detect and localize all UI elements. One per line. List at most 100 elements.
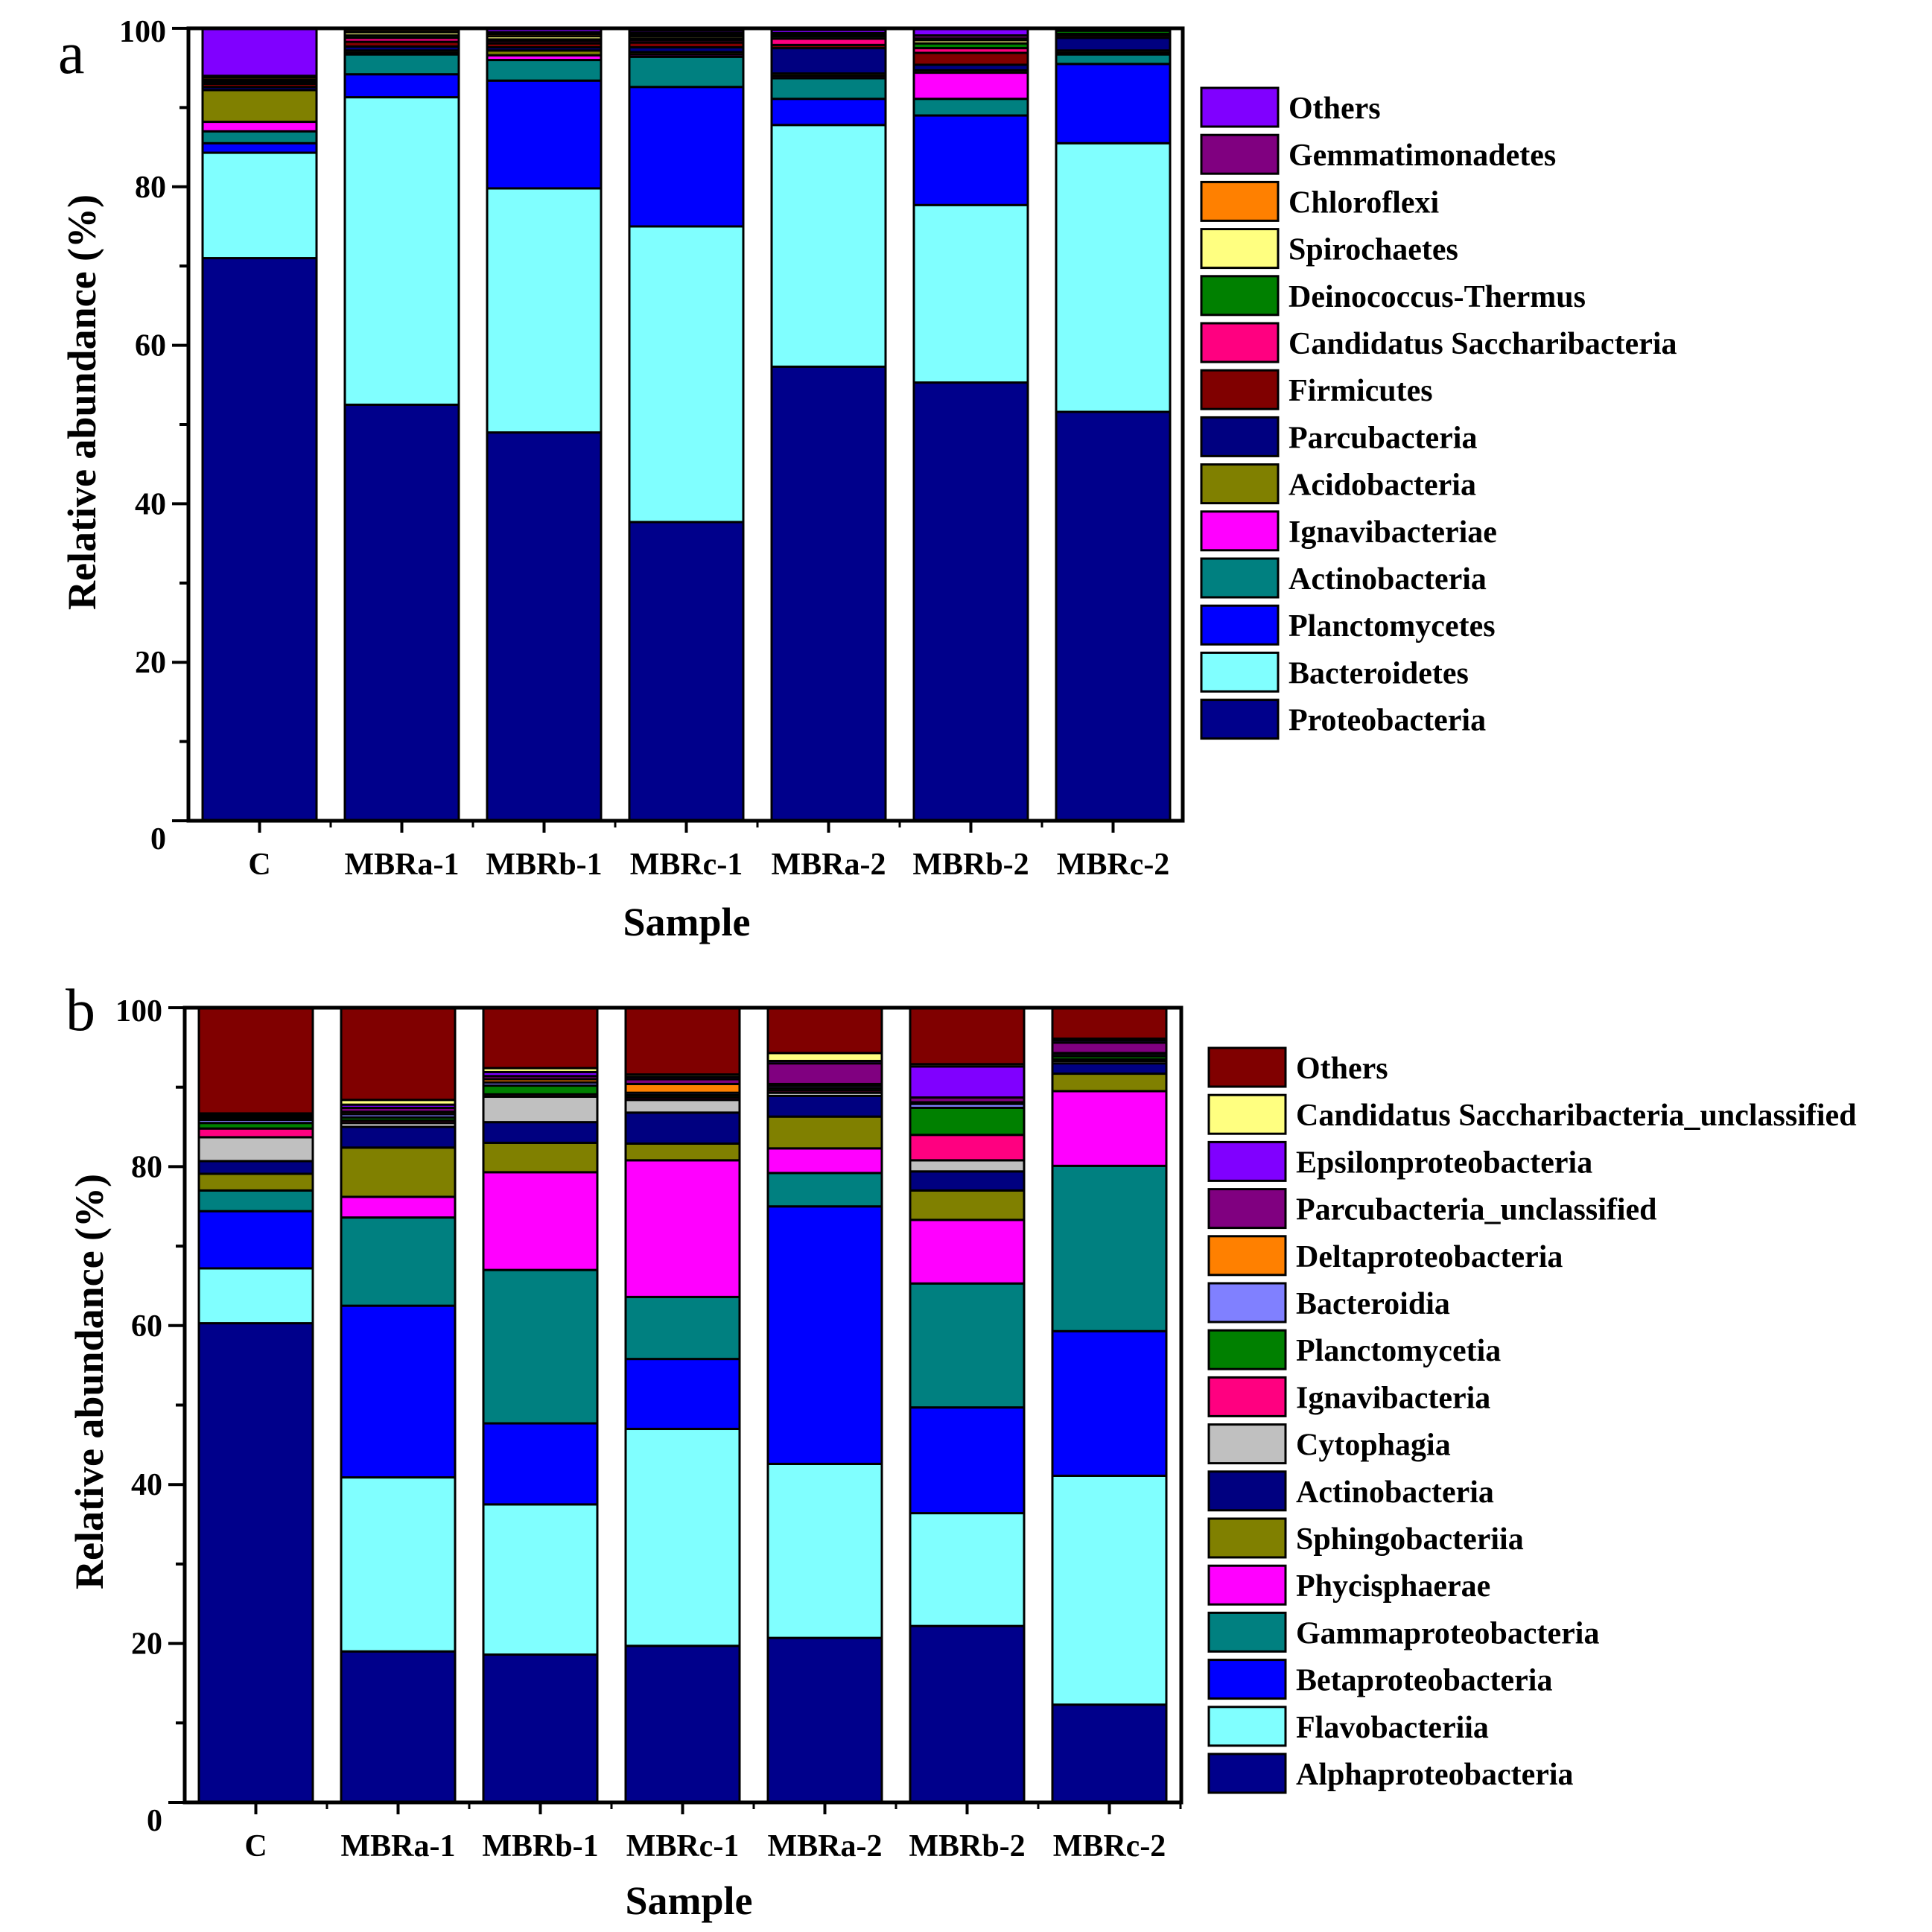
panel-b-bar-mbrc-2-parcubacteria-unclassified [1051, 1041, 1168, 1055]
panel-b-legend-swatch-alphaproteobacteria [1207, 1753, 1287, 1794]
panel-b-legend-swatch-ignavibacteria [1207, 1376, 1287, 1417]
panel-a-bar-c-ignavibacteriae [201, 121, 318, 133]
panel-a-bar-mbrb-1-actinobacteria [486, 59, 603, 82]
panel-a-legend-label: Firmicutes [1288, 374, 1433, 408]
panel-b-bar-mbrb-1-planctomycetia [482, 1084, 599, 1096]
panel-b-legend-swatch-candidatus-saccharibacteria-unclassified [1207, 1093, 1287, 1135]
panel-b-x-tick-label: MBRb-2 [909, 1829, 1025, 1863]
panel-b-legend-label: Epsilonproteobacteria [1296, 1145, 1592, 1180]
panel-b-bar-mbra-2-flavobacteriia [766, 1462, 883, 1639]
panel-a-x-axis-title: Sample [623, 900, 750, 944]
panel-b-bar-mbrc-2-alphaproteobacteria [1051, 1703, 1168, 1804]
panel-b-legend-label: Gammaproteobacteria [1296, 1616, 1599, 1650]
panel-b-bar-mbrb-1-others [482, 1006, 599, 1070]
panel-a-y-axis-title: Relative abundance (%) [60, 194, 104, 610]
panel-a-legend-label: Bacteroidetes [1288, 656, 1469, 690]
panel-b-legend-label: Parcubacteria_unclassified [1296, 1193, 1657, 1227]
panel-b-legend-swatch-betaproteobacteria [1207, 1659, 1287, 1700]
panel-b-bar-mbrc-1-gammaproteobacteria [624, 1295, 741, 1361]
panel-a-legend-swatch-ignavibacteriae [1200, 510, 1280, 552]
panel-b-bar-mbrb-2-betaproteobacteria [909, 1406, 1026, 1515]
panel-a-legend-swatch-deinococcus-thermus [1200, 275, 1280, 317]
panel-b-bar-c-alphaproteobacteria [197, 1322, 314, 1804]
panel-a-legend-label: Parcubacteria [1288, 421, 1477, 455]
panel-b-legend-swatch-deltaproteobacteria [1207, 1235, 1287, 1277]
panel-b-legend-label: Deltaproteobacteria [1296, 1240, 1563, 1274]
panel-a-plot: C MBRa-1 MBRb-1 MBRc-1 MBRa-2 MBRb-2 MBRc-2 0 20… [119, 15, 1185, 882]
panel-a-bar-mbrc-1-proteobacteria [628, 521, 745, 822]
panel-b-bar-mbrc-1-others [624, 1006, 741, 1076]
panel-a-x-tick-label: C [248, 848, 270, 882]
panel-a-x-tick-label: MBRc-2 [1057, 848, 1170, 882]
panel-b-legend-label: Actinobacteria [1296, 1475, 1494, 1510]
panel-b-y-axis-title: Relative abundance (%) [67, 1174, 112, 1589]
panel-a-y-tick-label: 40 [135, 487, 166, 521]
panel-b-legend: Others Candidatus Saccharibacteria_unclas… [1207, 1046, 1857, 1794]
panel-a-bar-c-proteobacteria [201, 257, 318, 822]
panel-b-bar-mbrc-1-actinobacteria [624, 1111, 741, 1145]
panel-b-bar-mbrb-1-alphaproteobacteria [482, 1653, 599, 1804]
panel-b-legend-swatch-flavobacteriia [1207, 1706, 1287, 1747]
panel-a-legend-label: Planctomycetes [1288, 609, 1496, 644]
panel-b-legend-swatch-gammaproteobacteria [1207, 1611, 1287, 1653]
panel-a-legend-label: Actinobacteria [1288, 562, 1487, 597]
panel-b-bar-mbrb-1-flavobacteriia [482, 1503, 599, 1656]
panel-b-bar-mbrc-1-phycisphaerae [624, 1159, 741, 1298]
panel-b-bar-mbrc-2-others [1051, 1006, 1168, 1040]
panel-a-bar-c-actinobacteria [201, 130, 318, 144]
panel-b-x-tick-label: C [244, 1829, 267, 1863]
panel-b-bar-mbrc-1-betaproteobacteria [624, 1358, 741, 1431]
panel-a-y-tick-label: 100 [119, 15, 166, 49]
panel-a-legend-swatch-chloroflexi [1200, 180, 1280, 222]
panel-b-bar-mbra-1-alphaproteobacteria [340, 1650, 457, 1804]
panel-b-bar-mbra-1-betaproteobacteria [340, 1304, 457, 1479]
panel-a-bar-mbrc-2-parcubacteria [1055, 36, 1172, 52]
panel-b-bar-mbra-1-flavobacteriia [340, 1476, 457, 1653]
panel-b-bar-mbrc-2-sphingobacteriia [1051, 1073, 1168, 1093]
panel-b-legend-swatch-sphingobacteriia [1207, 1517, 1287, 1559]
panel-a-x-tick-label: MBRb-2 [912, 848, 1029, 882]
panel-b-plot: C MBRa-1 MBRb-1 MBRc-1 MBRa-2 MBRb-2 MBRc-2 0 20… [115, 994, 1183, 1863]
panel-b-bar-c-betaproteobacteria [197, 1210, 314, 1270]
panel-a-legend-swatch-planctomycetes [1200, 604, 1280, 646]
panel-a-bar-mbra-2-proteobacteria [770, 365, 887, 822]
panel-b-bar-mbra-1-actinobacteria [340, 1125, 457, 1149]
panel-a-legend-swatch-gemmatimonadetes [1200, 133, 1280, 175]
panel-b-y-tick-label: 100 [115, 994, 162, 1029]
panel-b-bar-mbrb-1-actinobacteria [482, 1121, 599, 1144]
panel-a-bar-mbrb-1-proteobacteria [486, 431, 603, 822]
panel-b-bar-mbra-2-candidatus-saccharibacteria-unclassified [766, 1052, 883, 1062]
panel-b-bar-c-actinobacteria [197, 1160, 314, 1175]
panel-b-legend-label: Sphingobacteriia [1296, 1522, 1524, 1557]
panel-b-bar-c-ignavibacteria [197, 1127, 314, 1139]
panel-a-bar-mbra-1-actinobacteria [343, 53, 460, 76]
panel-b-legend-swatch-epsilonproteobacteria [1207, 1140, 1287, 1182]
panel-a-bar-c-others [201, 27, 318, 77]
panel-b-bar-mbra-2-parcubacteria-unclassified [766, 1062, 883, 1085]
panel-a-legend-swatch-actinobacteria [1200, 557, 1280, 599]
panel-b-legend-label: Phycisphaerae [1296, 1569, 1490, 1604]
panel-b-bar-mbrc-1-sphingobacteriia [624, 1142, 741, 1162]
panel-b-y-tick-label: 20 [131, 1627, 162, 1662]
panel-b-x-axis-title: Sample [625, 1878, 752, 1923]
panel-a-bar-mbrc-1-bacteroidetes [628, 225, 745, 524]
panel-b-bar-mbrb-2-phycisphaerae [909, 1218, 1026, 1285]
panel-b-bar-c-sphingobacteriia [197, 1172, 314, 1192]
panel-b-x-tick-label: MBRb-1 [482, 1829, 598, 1863]
panel-b-bar-mbrb-2-cytophagia [909, 1159, 1026, 1173]
panel-b-legend-label: Candidatus Saccharibacteria_unclassified [1296, 1099, 1857, 1133]
panel-a-bar-mbrb-2-planctomycetes [912, 114, 1029, 206]
panel-b-legend-label: Betaproteobacteria [1296, 1664, 1552, 1698]
panel-a-bar-mbra-2-bacteroidetes [770, 124, 887, 368]
panel-b-bar-mbra-2-actinobacteria [766, 1094, 883, 1118]
panel-b-bar-mbrc-1-alphaproteobacteria [624, 1645, 741, 1804]
panel-b-bar-mbrb-1-phycisphaerae [482, 1171, 599, 1271]
panel-a-bar-mbra-2-parcubacteria [770, 47, 887, 75]
panel-b-legend-label: Alphaproteobacteria [1296, 1758, 1574, 1792]
panel-b-bar-c-others [197, 1006, 314, 1115]
panel-a-x-tick-label: MBRb-1 [486, 848, 602, 882]
panel-b-bar-c-gammaproteobacteria [197, 1189, 314, 1213]
panel-b-legend-swatch-parcubacteria-unclassified [1207, 1188, 1287, 1230]
panel-b-bar-mbrc-1-cytophagia [624, 1099, 741, 1114]
